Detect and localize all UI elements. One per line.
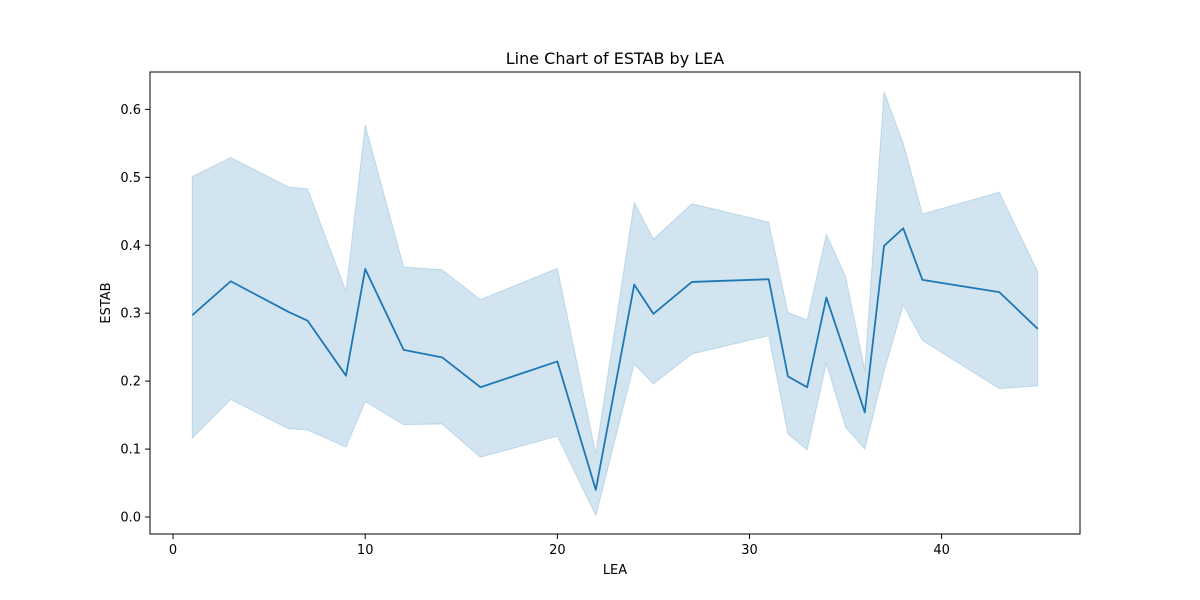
data-point [690, 280, 694, 284]
data-point [306, 319, 310, 323]
x-axis: 0 10 20 30 40 [169, 534, 950, 558]
data-point [997, 290, 1001, 294]
y-tick-label: 0.5 [120, 171, 141, 186]
plot-frame [149, 71, 1081, 535]
x-axis-label: LEA [603, 563, 627, 578]
y-tick-label: 0.4 [120, 239, 141, 254]
data-point [901, 226, 905, 230]
data-point [594, 488, 598, 492]
y-tick-label: 0.0 [120, 511, 141, 526]
x-tick-label: 20 [549, 543, 566, 558]
confidence-band [191, 91, 1039, 518]
y-tick-label: 0.3 [120, 307, 141, 322]
x-tick-label: 30 [741, 543, 758, 558]
data-point [440, 355, 444, 359]
data-point [824, 296, 828, 300]
x-tick-label: 10 [357, 543, 374, 558]
data-point [632, 283, 636, 287]
data-point [863, 410, 867, 414]
data-point [344, 374, 348, 378]
data-point [805, 385, 809, 389]
x-tick-label: 0 [169, 543, 177, 558]
data-point [402, 348, 406, 352]
x-tick-label: 40 [933, 543, 950, 558]
data-point [651, 312, 655, 316]
data-point [479, 385, 483, 389]
y-tick-label: 0.6 [120, 103, 141, 118]
data-point [555, 359, 559, 363]
series-line [191, 227, 1039, 491]
data-point [286, 310, 290, 314]
y-axis: 0.0 0.1 0.2 0.3 0.4 0.5 0.6 [120, 103, 150, 526]
data-point [882, 244, 886, 248]
y-tick-label: 0.2 [120, 375, 141, 390]
data-point [844, 353, 848, 357]
data-point [190, 313, 194, 317]
y-tick-label: 0.1 [120, 443, 141, 458]
data-point [767, 277, 771, 281]
data-point [786, 374, 790, 378]
data-point [229, 279, 233, 283]
plot-area [190, 91, 1040, 518]
chart-title: Line Chart of ESTAB by LEA [506, 49, 725, 68]
data-point [1036, 327, 1040, 331]
y-axis-label: ESTAB [99, 282, 114, 323]
data-point [363, 267, 367, 271]
data-point [920, 278, 924, 282]
